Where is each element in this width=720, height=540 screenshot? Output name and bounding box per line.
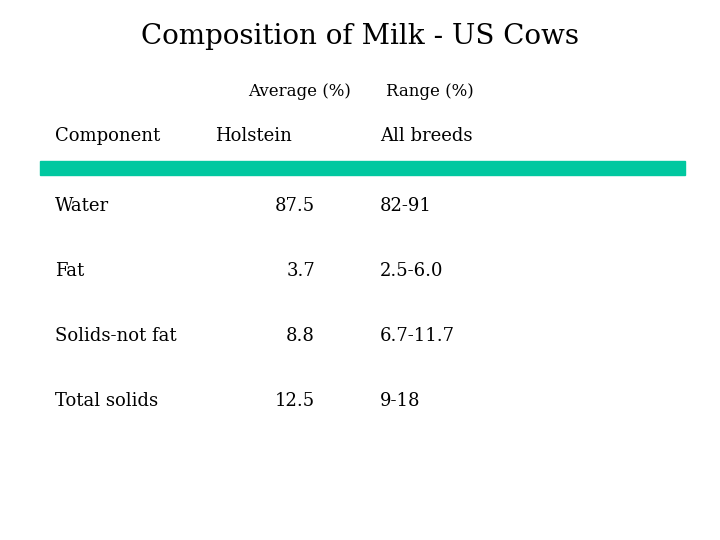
Text: 9-18: 9-18 [380,392,420,410]
Text: Solids-not fat: Solids-not fat [55,327,176,345]
Text: 87.5: 87.5 [275,197,315,215]
Text: Holstein: Holstein [215,127,292,145]
Text: 8.8: 8.8 [286,327,315,345]
Text: All breeds: All breeds [380,127,472,145]
Text: Range (%): Range (%) [386,83,474,100]
Text: Fat: Fat [55,262,84,280]
Text: Composition of Milk - US Cows: Composition of Milk - US Cows [141,23,579,50]
Text: 82-91: 82-91 [380,197,432,215]
Text: Total solids: Total solids [55,392,158,410]
Text: 6.7-11.7: 6.7-11.7 [380,327,455,345]
Text: 12.5: 12.5 [275,392,315,410]
Text: 2.5-6.0: 2.5-6.0 [380,262,444,280]
Text: Average (%): Average (%) [248,83,351,100]
Text: 3.7: 3.7 [287,262,315,280]
Text: Water: Water [55,197,109,215]
Text: Component: Component [55,127,161,145]
